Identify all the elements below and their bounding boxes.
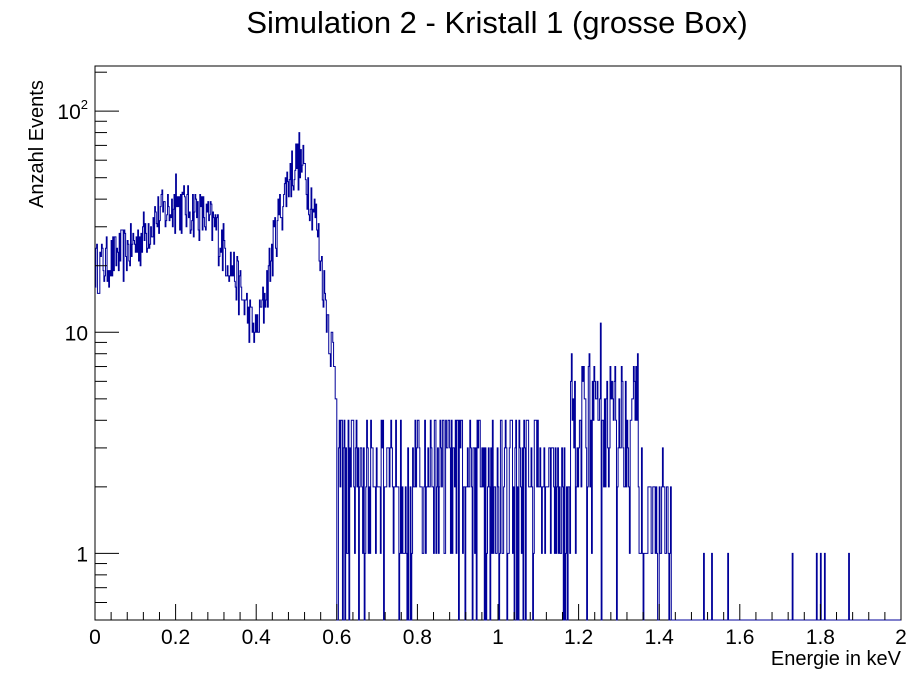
- x-tick-label: 0.6: [322, 626, 351, 649]
- x-axis-label: Energie in keV: [771, 648, 902, 670]
- histogram-bars: [95, 132, 901, 621]
- y-tick-label: 1: [76, 543, 88, 566]
- x-tick-label: 0.2: [161, 626, 190, 649]
- x-tick-label: 2: [895, 626, 907, 649]
- x-tick-label: 1.6: [725, 626, 754, 649]
- x-tick-label: 1.4: [645, 626, 675, 649]
- x-tick-label: 0.8: [403, 626, 432, 649]
- x-tick-label: 0.4: [242, 626, 272, 649]
- y-tick-label: 10: [65, 322, 88, 345]
- x-tick-label: 0: [89, 626, 101, 649]
- chart-title: Simulation 2 - Kristall 1 (grosse Box): [246, 5, 747, 40]
- x-tick-label: 1.8: [806, 626, 835, 649]
- y-axis-label: Anzahl Events: [26, 80, 48, 208]
- x-tick-label: 1: [492, 626, 504, 649]
- x-tick-label: 1.2: [564, 626, 593, 649]
- axis-ticks: 0 0.2 0.4 0.6 0.8 1 1.2 1.4 1.6 1.8 2 1 10 102: [57, 71, 907, 649]
- histogram-line: [95, 132, 901, 621]
- y-tick-label: 102: [57, 97, 88, 124]
- plot-frame: [94, 65, 902, 621]
